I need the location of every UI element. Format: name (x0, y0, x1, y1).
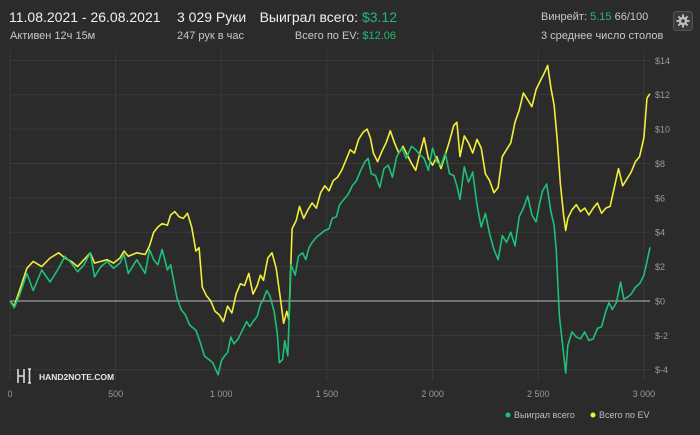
x-tick-label: 1 500 (316, 389, 339, 399)
total-ev-value: $12.06 (362, 30, 396, 42)
hand2note-logo: HAND2NOTE.COM (17, 368, 114, 384)
winrate-hands: 66/100 (614, 11, 649, 23)
y-tick-label: $4 (655, 228, 665, 238)
date-range: 11.08.2021 - 26.08.2021 (9, 9, 161, 25)
total-won-value: $3.12 (361, 9, 397, 25)
x-tick-label: 2 000 (421, 389, 444, 399)
total-ev: Всего по EV: $12.06 (295, 30, 396, 42)
y-tick-label: $2 (655, 262, 665, 272)
bankroll-chart: $-4 $-2 $0 $2 $4 $6 $8 $10 $12 $14 0 500 1 000 1 500… (7, 50, 670, 420)
x-tick-label: 1 000 (210, 389, 233, 399)
y-tick-label: $6 (655, 193, 665, 203)
y-tick-label: $-4 (655, 365, 668, 375)
gear-icon (673, 11, 693, 31)
y-tick-label: $0 (655, 296, 665, 306)
legend-marker (505, 412, 511, 418)
x-tick-label: 500 (108, 389, 123, 399)
winrate-value: 5.15 (590, 11, 612, 23)
x-tick-label: 3 000 (633, 389, 656, 399)
y-tick-label: $10 (655, 125, 670, 135)
series-line-1 (9, 64, 651, 325)
hands-per-hour: 247 рук в час (177, 30, 245, 42)
series-line-0 (9, 145, 651, 376)
y-tick-label: $14 (655, 56, 670, 66)
y-tick-label: $12 (655, 90, 670, 100)
total-ev-label: Всего по EV: (294, 30, 360, 42)
total-won: Выиграл всего: $3.12 (260, 9, 397, 25)
chart-legend: Выиграл всего Всего по EV (505, 410, 649, 420)
legend-marker (590, 412, 596, 418)
avg-tables: 3 среднее число столов (541, 30, 664, 42)
y-tick-label: $-2 (655, 331, 668, 341)
watermark-text: HAND2NOTE.COM (39, 372, 114, 382)
y-tick-label: $8 (655, 159, 665, 169)
hands-count: 3 029 Руки (177, 9, 247, 25)
winrate: Винрейт: 5.15 66/100 (541, 11, 648, 23)
x-tick-label: 0 (7, 389, 12, 399)
active-time: Активен 12ч 15м (10, 30, 96, 42)
legend-label: Выиграл всего (514, 410, 575, 420)
settings-button[interactable] (673, 11, 693, 31)
winrate-label: Винрейт: (541, 11, 588, 23)
x-tick-label: 2 500 (527, 389, 550, 399)
legend-label: Всего по EV (599, 410, 649, 420)
total-won-label: Выиграл всего: (259, 9, 359, 25)
